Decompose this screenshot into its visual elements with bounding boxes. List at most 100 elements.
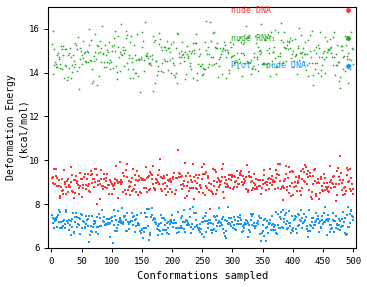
Point [184,184,190,188]
Point [277,215,283,219]
Point [313,44,319,49]
Point [136,223,142,227]
Point [163,192,169,197]
Point [158,174,164,179]
Point [167,58,172,63]
Point [321,210,327,215]
Point [280,60,286,65]
Point [251,181,257,186]
Point [132,218,138,222]
Point [106,61,112,65]
Point [122,187,128,192]
Point [239,221,244,226]
Point [144,190,150,194]
Point [226,216,232,220]
Point [163,48,169,53]
Point [138,211,144,216]
Point [317,219,323,223]
Point [215,74,221,79]
Point [267,167,273,172]
Point [307,49,313,53]
Point [292,217,298,221]
Point [265,231,271,236]
Point [67,223,73,228]
Point [315,177,320,181]
Point [187,215,193,220]
Point [341,54,347,58]
Point [128,179,134,184]
Point [147,230,153,235]
Point [171,72,177,77]
Point [316,197,322,202]
Point [188,225,194,230]
Point [167,219,172,223]
Point [254,185,259,189]
Point [69,225,75,229]
Point [290,170,296,174]
Point [131,215,137,220]
Point [210,54,215,59]
Point [217,46,223,50]
Point [188,230,194,235]
Point [87,42,92,47]
Point [177,226,183,231]
Point [181,227,186,232]
Point [258,22,264,26]
Point [88,59,94,64]
Point [95,182,101,187]
Point [112,177,118,181]
Point [168,42,174,46]
Point [103,179,109,184]
Point [173,176,179,180]
Point [259,186,265,190]
Point [158,69,164,73]
Point [301,60,307,64]
Point [54,175,60,180]
Point [179,39,185,44]
Point [154,177,160,182]
Point [85,184,91,188]
Point [130,67,136,72]
Point [162,223,168,228]
Point [156,31,162,35]
Point [179,226,185,230]
Point [318,74,324,78]
Point [222,218,228,223]
Point [203,19,209,24]
Point [275,186,281,191]
Point [275,30,281,35]
Point [209,231,215,235]
Point [292,214,298,218]
Point [253,41,259,45]
Point [159,61,165,65]
Point [326,190,332,194]
Point [145,224,151,228]
Point [328,223,334,227]
Point [94,215,99,220]
Point [203,229,209,234]
Point [137,57,142,62]
Point [99,24,105,28]
Point [233,218,239,222]
Point [249,187,255,192]
Point [95,179,101,184]
Point [92,218,98,223]
Point [197,183,203,187]
Point [272,223,278,227]
Point [300,46,306,50]
Point [200,190,206,195]
Point [344,166,349,170]
Point [149,212,155,217]
Point [119,180,125,185]
Point [276,226,282,230]
Point [321,172,327,177]
Point [228,223,234,228]
Point [214,214,220,218]
Point [51,167,57,172]
Point [195,71,200,75]
Point [59,47,65,52]
Point [243,175,249,179]
Point [302,218,308,222]
Point [220,190,226,195]
Point [175,231,181,235]
